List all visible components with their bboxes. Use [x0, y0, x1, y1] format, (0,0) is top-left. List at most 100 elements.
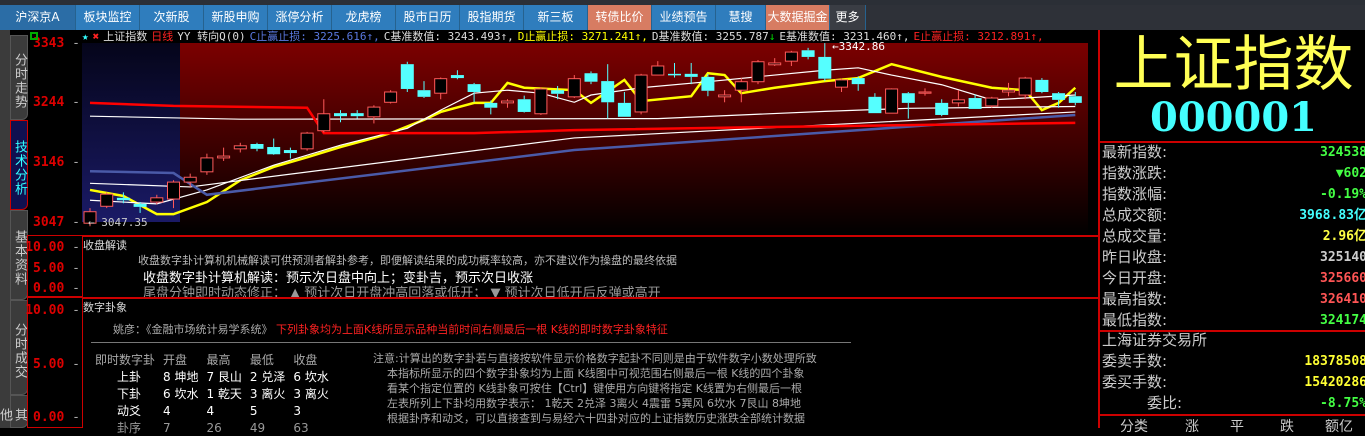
candle [233, 142, 247, 153]
table-cell: 7 艮山 [206, 370, 242, 384]
source-text: 姚彦：《金融市场统计易学系统》 [113, 323, 273, 336]
candle [384, 90, 398, 104]
divider [91, 342, 851, 343]
candle [868, 93, 882, 114]
tab-0[interactable]: 沪深京A [0, 5, 76, 30]
quote-value: 3968.83亿 [1299, 208, 1365, 223]
tab-11[interactable]: 慧搜 [716, 5, 766, 30]
table-cell: 3 离火 [293, 387, 329, 401]
footer-column-2[interactable]: 平 [1230, 419, 1244, 435]
quote-label: 总成交额: [1102, 206, 1168, 224]
candle [334, 110, 347, 123]
low-annotation: ← 3047.35 [88, 216, 148, 229]
e-stop-value: E止赢止损: 3212.891↑, [913, 30, 1044, 43]
table-row: 下卦 6 坎水 1 乾天 3 离火 3 离火 [95, 385, 337, 402]
quote-row: 总成交量: 2.96亿 [1102, 226, 1365, 247]
d-stop-value: D止赢止损: 3271.241↑, [517, 30, 648, 43]
candle [584, 71, 598, 85]
candlestick-chart[interactable]: ← 3047.35 ←3342.86 [82, 30, 1098, 235]
candle [133, 202, 147, 213]
y-tick: 5.00 [33, 357, 80, 372]
side-tab-1[interactable]: 技术分析 [10, 120, 28, 210]
side-tab-0[interactable]: 分时走势 [10, 35, 28, 120]
candle [100, 192, 114, 209]
title-strip [0, 0, 1365, 5]
indicator-square-icon[interactable] [30, 32, 38, 40]
quote-value: -0.19% [1320, 187, 1365, 202]
note-line: 左表所列上下卦均用数字表示： 1乾天 2兑泽 3离火 4震雷 5巽风 6坎水 7… [387, 397, 801, 410]
table-cell: 动爻 [117, 404, 142, 418]
footer-column-0[interactable]: 分类 [1120, 419, 1148, 435]
footer-column-3[interactable]: 跌 [1280, 419, 1294, 435]
table-cell: 1 乾天 [206, 387, 242, 401]
tab-8[interactable]: 新三板 [524, 5, 588, 30]
side-tab-4[interactable]: 其他 [0, 395, 28, 428]
quote-value: 325660 [1320, 271, 1365, 286]
quote-row: 委买手数: 15420286 [1102, 372, 1365, 393]
y-tick: 3146 [33, 155, 80, 170]
candle [818, 43, 832, 82]
tab-13[interactable]: 更多 [830, 5, 866, 30]
candle [517, 95, 531, 113]
period-label[interactable]: 日线 [151, 30, 174, 43]
footer-column-4[interactable]: 额亿 [1325, 419, 1353, 435]
candle [217, 147, 231, 161]
tab-2[interactable]: 次新股 [140, 5, 204, 30]
y-tick: 3244 [33, 95, 80, 110]
close-box-icon[interactable]: ✖ [92, 30, 100, 43]
candle [450, 70, 464, 80]
candle [551, 85, 565, 100]
quote-row: 今日开盘: 325660 [1102, 268, 1365, 289]
quote-label: 委买手数: [1102, 373, 1168, 391]
ma-line-5 [89, 101, 1076, 135]
tab-9[interactable]: 转债比价 [588, 5, 652, 30]
candle [751, 59, 765, 85]
quote-value: 325140 [1320, 250, 1365, 265]
tab-5[interactable]: 龙虎榜 [332, 5, 396, 30]
ma-line-4 [89, 113, 1076, 197]
candle [317, 99, 331, 133]
candle [851, 76, 865, 91]
column-header: 最低 [249, 353, 274, 367]
y-tick: 10.00 [25, 240, 80, 255]
candle [501, 99, 514, 108]
tab-4[interactable]: 涨停分析 [268, 5, 332, 30]
candle [617, 91, 631, 117]
closing-reading-panel: 收盘解读 收盘数字卦计算机机械解读可供预测者解卦参考，即便解读结果的成功概率较高… [82, 235, 1098, 301]
tab-7[interactable]: 股指期货 [460, 5, 524, 30]
candle [150, 194, 164, 205]
history-region [82, 43, 180, 222]
tab-6[interactable]: 股市日历 [396, 5, 460, 30]
tab-10[interactable]: 业绩预告 [652, 5, 716, 30]
footer-column-1[interactable]: 涨 [1185, 419, 1199, 435]
candle [434, 77, 448, 100]
candle [267, 138, 281, 155]
e-base-value: E基准数值: 3231.460↑, [779, 30, 910, 43]
quote-panel: 上证指数 000001 最新指数: 324538 指数涨跌: ▼602 指数涨幅: -0.… [1098, 30, 1365, 435]
quote-row: 委卖手数: 18378508 [1102, 351, 1365, 372]
quote-row: 最高指数: 326410 [1102, 289, 1365, 310]
hexagram-panel: 数字卦象 姚彦：《金融市场统计易学系统》 下列卦象均为上面K线所显示品种当前时间… [82, 297, 1098, 435]
candle [417, 81, 431, 99]
candle [935, 99, 949, 117]
d-base-value: D基准数值: 3255.787 [651, 30, 769, 43]
tab-1[interactable]: 板块监控 [76, 5, 140, 30]
quote-value: 15420286 [1304, 375, 1365, 390]
table-cell: 5 [249, 403, 258, 418]
table-cell: 4 [163, 403, 171, 418]
column-header: 开盘 [163, 353, 188, 367]
tab-3[interactable]: 新股申购 [204, 5, 268, 30]
index-name: 上证指数 [103, 30, 148, 43]
side-tab-2[interactable]: 基本资料 [10, 210, 28, 300]
candle [1052, 91, 1066, 108]
candle [567, 75, 581, 99]
indicator-name[interactable]: YY 转向Q(0) [177, 30, 246, 43]
candle [183, 173, 197, 187]
table-cell: 8 坤地 [163, 370, 199, 384]
tab-12[interactable]: 大数据掘金 [766, 5, 830, 30]
table-cell: 4 [206, 403, 215, 418]
y-tick: 3343 [33, 36, 80, 51]
star-icon[interactable]: ★ [82, 30, 89, 43]
candle [985, 96, 999, 108]
c-stop-value: C止赢止损: 3225.616↑, [249, 30, 380, 43]
